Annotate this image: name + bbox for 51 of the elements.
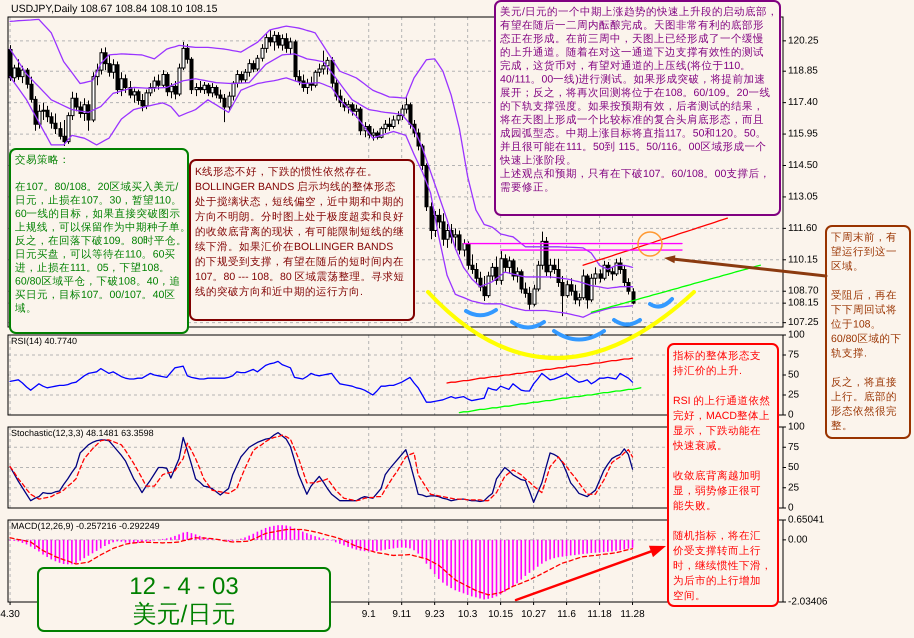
y-tick-label: 0 [788, 410, 794, 420]
x-tick-label: 9.23 [424, 609, 445, 620]
y-tick-label: 0 [788, 502, 794, 514]
y-tick-label: 120.25 [788, 35, 820, 46]
annotation: 上述观点和预期，只有在下破107。60/108。00支撑后，需要修正。 [500, 166, 770, 194]
y-tick-label: 0.00 [788, 534, 808, 546]
y-tick-label: 108.70 [788, 286, 820, 297]
y-tick-label: 113.05 [788, 191, 818, 202]
y-tick-label: 108.15 [788, 298, 820, 309]
x-tick-label: 10.27 [521, 609, 547, 620]
annotation: 随机指标，将在汇价受支撑转而上行时，继续惯性下滑，为后市的上行增加空间。 [672, 530, 772, 602]
y-tick-label: 75 [788, 350, 800, 360]
y-tick-label: 50 [788, 370, 800, 380]
x-tick-label: 10.15 [488, 609, 514, 620]
annotation: 收敛底背离越加明显，弱势修正很可能失败。 [673, 469, 761, 512]
y-tick-label: 118.85 [788, 66, 818, 77]
x-tick-label: 10.3 [458, 609, 478, 620]
note: 12 - 4 - 03 美元/日元 [37, 567, 331, 632]
chart-title: USDJPY,Daily 108.67 108.84 108.10 108.15 [11, 3, 218, 15]
annotation: RSI 的上行通道依然完好，MACD整体上显示，下跌动能在快速衰减。 [672, 394, 770, 452]
chart-title: MACD(12,26,9) -0.257216 -0.292249 [11, 521, 160, 531]
y-tick-label: 25 [788, 482, 800, 494]
y-tick-label: 111.60 [788, 222, 818, 234]
annotation: 交易策略： [15, 152, 70, 166]
annotation: 美元/日元 [132, 600, 236, 628]
annotation: 指标的整体形态支持汇价的上升. [672, 349, 761, 377]
x-tick-label: 9.11 [392, 609, 412, 620]
y-tick-label: 75 [788, 442, 800, 453]
y-tick-label: 100 [788, 422, 806, 432]
note: K线形态不好，下跌的惯性依然存在。BOLLINGER BANDS 启示均线的整体形态处于搅缡状态，短线偏空，近中期和中期的方向不明朗。分时图上处于极度超卖和良好的收敛底背离的现状，有可能限制短线的继续下滑。如果汇价在BOLLINGER BANDS 的下规受到支撑，有望在随后的短时间内在107。80 --- 108。80 区域震荡整理。寻求短线的突破方向和近中期的运行方向. [189, 159, 415, 321]
chart-title: Stochastic(12,3,3) 48.1481 63.3598 [11, 428, 154, 438]
y-tick-label: 114.50 [788, 160, 818, 171]
y-tick-label: 100 [788, 330, 806, 340]
y-tick-label: 0.65041 [788, 514, 825, 526]
y-tick-label: 115.95 [788, 128, 818, 140]
y-tick-label: 25 [788, 390, 800, 400]
x-tick-label: 11.28 [620, 609, 646, 620]
x-tick-label: 11.18 [587, 609, 612, 620]
x-tick-label: 4.30 [0, 609, 20, 620]
y-tick-label: -2.03406 [788, 596, 828, 608]
x-tick-label: 9.1 [362, 609, 376, 620]
y-tick-label: 110.15 [788, 254, 818, 266]
note: 美元/日元的一个中期上涨趋势的快速上升段的启动底部，有望在随后一二周内酝酿完成。天图非常有利的底部形态正在形成。在前三周中，天图上已经形成了一个缓慢的上升通道。随着在对这一通道下边支撑有效性的测试完成，这货币对，有望对通道的上压线(将位于110。40/111。00一线)进行测试。如果形成突破，将提前加速展开；反之，将再次回测将位于在108。60/109。20一线的下轨支撑强度。如果按预期有效，后者测试的结果，将在天图上形成一个比较标准的复合头肩底形态，而且成园弧型态。中期上涨目标将直指117。50和120。50。并且很可能在111。50到 115。50/116。00区域形成一个快速上涨阶段。 上述观点和预期，只有在下破107。60/108。00支撑后，需要修正。 [494, 0, 781, 216]
x-tick-label: 11.6 [557, 609, 576, 620]
chart-title: RSI(14) 40.7740 [11, 336, 78, 346]
note: 下周末前，有望运行到这一区域。 受阻后，再在下下周回试将位于108。60/80区域的下轨支撑. 反之，将直接上行。底部的形态依然很完整。 [825, 225, 911, 439]
note: 交易策略： 在107。80/108。20区域买入美元/日元，止损在107。30，暂望110。60一线的目标，如果直接突破图示上规线，可以保留作为中期种子单。反之，在回落下破109。80时平仓。日元买盘，可以等待在110。60买进，止损在111。05，下望108。60/80区域平仓，下破108。40，追买日元，目标107。00/107。40区域。 [9, 148, 191, 334]
y-tick-label: 50 [788, 462, 800, 473]
annotation: 12 - 4 - 03 [129, 572, 239, 600]
y-tick-label: 117.40 [788, 97, 818, 108]
y-tick-label: 107.25 [788, 317, 820, 328]
